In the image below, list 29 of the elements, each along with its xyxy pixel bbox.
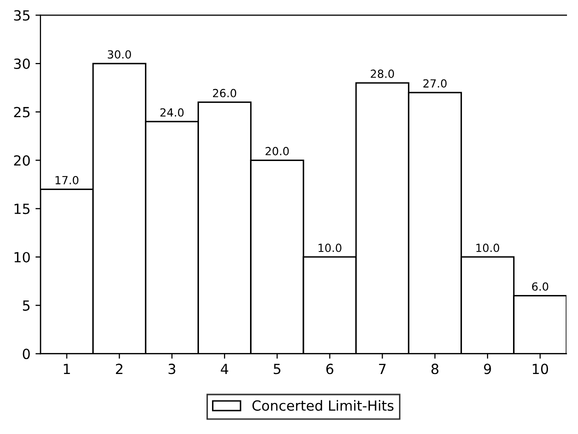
x-tick-label: 7 — [379, 364, 386, 374]
x-tick-label: 10 — [532, 364, 548, 374]
y-tick-label: 5 — [22, 300, 30, 311]
data-label: 10.0 — [476, 244, 500, 252]
x-tick-label: 2 — [116, 364, 122, 374]
data-label: 26.0 — [212, 88, 236, 98]
y-tick-label: 35 — [14, 10, 30, 21]
x-tick-label: 3 — [168, 364, 176, 374]
data-label: 27.0 — [423, 79, 447, 88]
data-label: 20.0 — [266, 146, 289, 156]
x-tick-label: 1 — [64, 364, 70, 374]
data-label: 6.0 — [532, 282, 548, 291]
y-tick-label: 20 — [14, 155, 30, 166]
y-tick-label: 15 — [14, 204, 30, 214]
y-tick-label: 0 — [22, 348, 30, 360]
x-tick-label: 8 — [431, 364, 438, 374]
y-tick-label: 10 — [14, 252, 30, 262]
x-tick-label: 5 — [274, 364, 280, 374]
legend-label: Concerted Limit-Hits — [252, 400, 394, 411]
x-tick-label: 6 — [326, 364, 334, 374]
y-tick-label: 30 — [14, 58, 30, 70]
x-tick-label: 4 — [220, 364, 228, 374]
data-label: 24.0 — [160, 108, 184, 117]
data-label: 28.0 — [370, 70, 394, 78]
data-label: 10.0 — [318, 244, 342, 252]
x-tick-label: 9 — [484, 364, 491, 374]
data-label: 30.0 — [108, 50, 131, 59]
y-tick-label: 25 — [14, 106, 30, 118]
data-label: 17.0 — [56, 176, 78, 184]
